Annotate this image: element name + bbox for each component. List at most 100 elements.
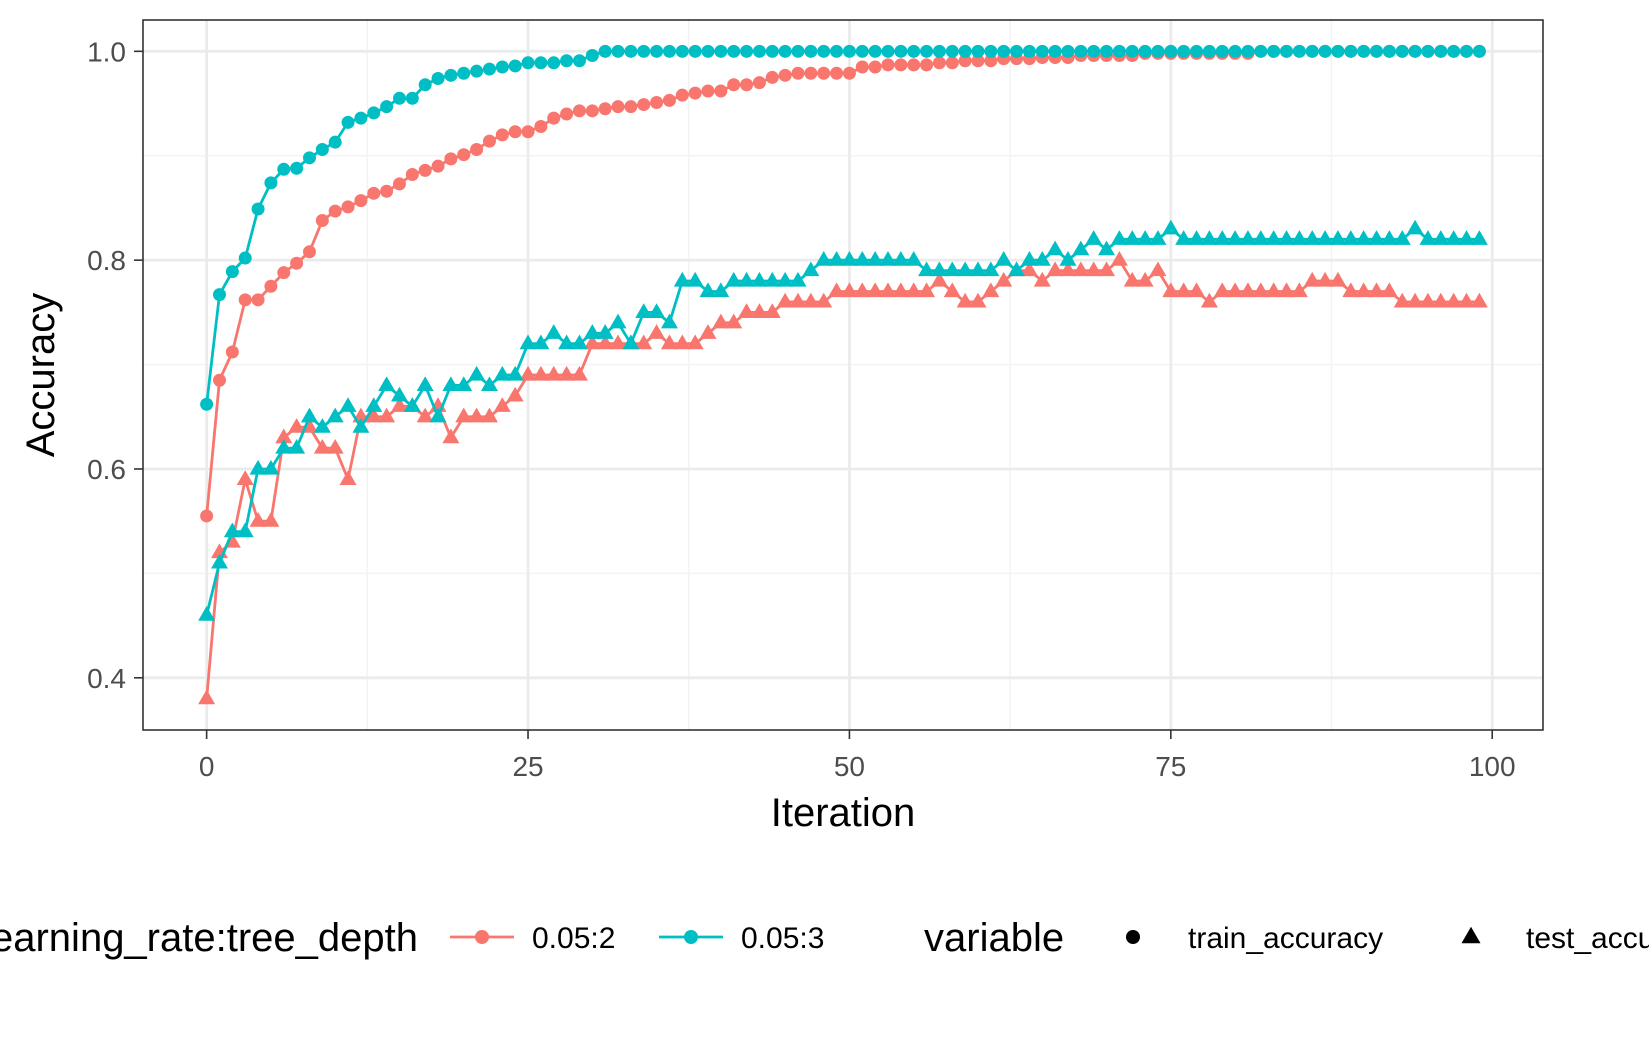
data-point [560,54,574,68]
data-point [817,66,831,80]
data-point [1370,44,1384,58]
data-point [429,407,447,423]
data-point [585,104,599,118]
data-point [416,376,434,392]
data-point [313,438,331,454]
data-point [238,251,252,265]
data-point [1149,261,1167,277]
data-point [1215,44,1229,58]
data-point [956,292,974,308]
data-point [367,106,381,120]
data-point [1125,44,1139,58]
data-point [264,279,278,293]
series-0.05:3-test_accuracy [198,219,1488,621]
data-point [763,303,781,318]
data-point [444,68,458,82]
data-point [506,365,524,381]
x-tick-label: 25 [512,751,543,782]
data-point [881,44,895,58]
data-point [418,163,432,177]
data-point [380,184,394,198]
data-point [907,44,921,58]
data-point [326,407,344,423]
data-point [1008,261,1026,277]
legend-key-circle [1126,930,1140,944]
legend: learning_rate:tree_depth 0.05:2 0.05:3 v… [0,916,1649,960]
data-point [1316,271,1334,287]
data-point [1046,261,1064,277]
data-point [225,265,239,279]
data-point [1292,44,1306,58]
data-point [1408,44,1422,58]
data-point [572,54,586,68]
data-point [699,324,717,339]
data-point [750,271,768,287]
y-tick-label: 0.6 [87,454,126,485]
data-point [740,78,754,92]
data-point [547,111,561,125]
data-point [637,44,651,58]
data-point [378,376,396,392]
data-point [699,282,717,298]
data-point [1329,230,1347,245]
data-point [583,334,601,350]
data-point [405,168,419,182]
data-point [1200,292,1218,308]
data-point [1072,240,1090,256]
data-point [1226,282,1244,298]
data-point [1239,230,1257,245]
data-point [326,438,344,454]
data-point [660,313,678,329]
data-point [894,44,908,58]
x-tick-label: 100 [1469,751,1516,782]
data-point [532,334,550,350]
data-point [763,271,781,287]
data-point [598,44,612,58]
data-point [1072,261,1090,277]
data-point [866,251,884,266]
data-point [688,86,702,100]
data-point [932,44,946,58]
data-point [315,142,329,156]
data-point [1331,44,1345,58]
data-point [815,292,833,308]
y-tick-labels: 0.4 0.6 0.8 1.0 [87,36,126,693]
data-point [881,58,895,72]
data-point [650,44,664,58]
plot-panel [143,20,1543,730]
data-point [1151,44,1165,58]
data-point [622,334,640,350]
data-point [238,293,252,307]
data-point [701,44,715,58]
data-point [752,44,766,58]
data-point [1138,44,1152,58]
data-point [1226,230,1244,245]
data-point [302,245,316,259]
data-point [675,88,689,102]
data-point [879,251,897,266]
data-point [251,293,265,307]
data-point [727,78,741,92]
x-tick-label: 50 [834,751,865,782]
data-point [609,313,627,329]
data-point [969,292,987,308]
data-point [1303,271,1321,287]
data-point [971,54,985,68]
data-point [738,303,756,318]
data-point [830,66,844,80]
data-point [1149,230,1167,245]
data-point [918,261,936,277]
data-point [341,115,355,129]
data-point [958,54,972,68]
data-point [1432,230,1450,245]
data-point [470,64,484,78]
data-point [390,397,408,412]
data-point [1434,44,1448,58]
data-point [1048,44,1062,58]
data-point [765,44,779,58]
data-point [830,44,844,58]
data-point [277,162,291,176]
data-point [686,271,704,287]
data-point [1265,282,1283,298]
data-point [1059,251,1077,266]
